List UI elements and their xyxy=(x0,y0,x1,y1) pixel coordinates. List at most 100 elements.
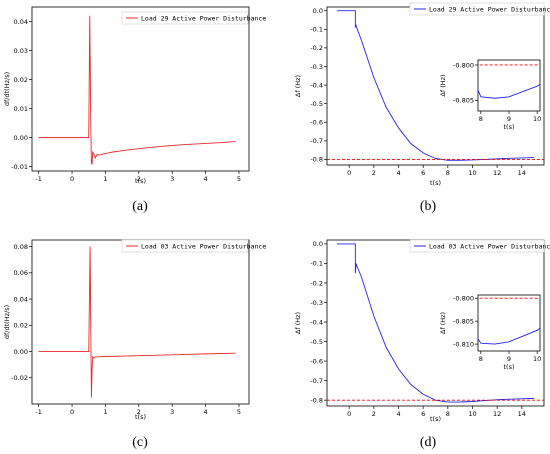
panel-0-frame xyxy=(31,6,250,172)
y-axis-label: df/dt(Hz/s) xyxy=(3,305,11,339)
panel-2-xtick-label: 2 xyxy=(137,408,141,416)
panel-3-ytick-label: 0.0 xyxy=(313,240,323,248)
panel-0-ytick-label: -0.01 xyxy=(11,163,28,171)
chart-panel-2: -1 0 1 2 3 4 5 0.08 0.06 0.04 0.02 0.00 -0.02 t(s) df/… xyxy=(3,239,266,450)
legend-label: Load 03 Active Power Disturbance xyxy=(429,242,550,250)
panel-1-ytick-label: -0.4 xyxy=(310,81,323,89)
panel-0-ytick-label: 0.04 xyxy=(14,18,28,26)
panel-0-xtick-label: 1 xyxy=(103,175,107,183)
inset-zoom: 8 9 10 -0.800 -0.805 -0.810 t(s) Δf (Hz) xyxy=(439,294,541,371)
panel-3-xtick-label: 10 xyxy=(468,410,476,418)
y-axis-label: Δf (Hz) xyxy=(294,312,302,334)
panel-1-ytick-label: -0.5 xyxy=(310,100,323,108)
panel-1-xtick-label: 10 xyxy=(468,169,476,177)
chart-panel-1: 0 2 4 6 8 10 12 14 0.0 -0.1 -0.2 -0.3 -0.4 -0.5 -0.6 -0… xyxy=(294,2,550,214)
inset-3-xtick-label: 8 xyxy=(479,355,483,363)
panel-1-xtick-label: 0 xyxy=(347,169,351,177)
panel-3-xtick-label: 0 xyxy=(347,410,351,418)
inset-1-xtick-label: 8 xyxy=(479,115,483,123)
panel-2-ytick-label: 0.08 xyxy=(14,243,28,251)
panel-1-ytick-label: -0.2 xyxy=(310,44,323,52)
panel-2-xtick-label: 5 xyxy=(237,408,241,416)
panel-3-xtick-label: 14 xyxy=(518,410,526,418)
panel-1-xtick-label: 2 xyxy=(372,169,376,177)
panel-0-ytick-label: 0.00 xyxy=(14,134,28,142)
inset-y-label: Δf (Hz) xyxy=(439,312,447,334)
legend-label: Load 03 Active Power Disturbance xyxy=(141,242,266,250)
panel-2-xtick-label: 3 xyxy=(170,408,174,416)
panel-caption: (a) xyxy=(132,199,148,214)
panel-1-ytick-label: -0.6 xyxy=(310,119,323,127)
panel-2-xtick-label: 0 xyxy=(70,408,74,416)
panel-caption: (b) xyxy=(420,199,437,214)
panel-1-xtick-label: 14 xyxy=(518,169,526,177)
panel-2-frame xyxy=(31,239,250,405)
inset-1-xtick-label: 10 xyxy=(533,115,541,123)
inset-3-frame xyxy=(477,294,541,352)
legend-box xyxy=(121,11,249,25)
panel-3-ytick-label: -0.1 xyxy=(310,260,323,268)
panel-3-xtick-label: 6 xyxy=(421,410,425,418)
inset-3-xtick-label: 10 xyxy=(533,355,541,363)
panel-2-ytick-label: 0.04 xyxy=(14,295,28,303)
panel-0-xtick-label: 4 xyxy=(204,175,208,183)
series-line-2-0 xyxy=(38,246,236,398)
panel-2-xtick-label: 1 xyxy=(103,408,107,416)
panel-2-ytick-label: 0.02 xyxy=(14,322,28,330)
panel-3-xtick-label: 12 xyxy=(493,410,501,418)
panel-3-ytick-label: -0.3 xyxy=(310,299,323,307)
panel-0-xtick-label: 0 xyxy=(70,175,74,183)
inset-x-label: t(s) xyxy=(503,363,514,371)
panel-3-ytick-label: -0.7 xyxy=(310,377,323,385)
panel-1-ytick-label: -0.3 xyxy=(310,63,323,71)
panel-0-xtick-label: -1 xyxy=(35,175,41,183)
legend-box xyxy=(409,2,545,16)
panel-3-ytick-label: -0.6 xyxy=(310,357,323,365)
panel-2-ytick-label: -0.02 xyxy=(11,374,28,382)
inset-x-label: t(s) xyxy=(503,123,514,131)
panel-0-xtick-label: 2 xyxy=(137,175,141,183)
inset-3-ytick-label: -0.800 xyxy=(453,295,474,303)
series-line-1-0 xyxy=(336,10,535,161)
inset-3-ytick-label: -0.805 xyxy=(453,317,474,325)
panel-0-ytick-label: 0.01 xyxy=(14,105,28,113)
inset-3-xtick-label: 9 xyxy=(507,355,511,363)
panel-3-ytick-label: -0.2 xyxy=(310,279,323,287)
panel-1-xtick-label: 6 xyxy=(421,169,425,177)
series-line-3-0 xyxy=(336,243,535,403)
chart-panel-3: 0 2 4 6 8 10 12 14 0.0 -0.1 -0.2 -0.3 -0.4 -0.5 -0.6 -0… xyxy=(294,239,550,450)
y-axis-label: Δf (Hz) xyxy=(294,75,302,97)
inset-1-ytick-label: -0.800 xyxy=(453,61,474,69)
panel-2-ytick-label: 0.06 xyxy=(14,269,28,277)
panel-1-ytick-label: 0.0 xyxy=(313,7,323,15)
panel-1-ytick-label: -0.8 xyxy=(310,156,323,164)
inset-zoom: 8 9 10 -0.800 -0.805 t(s) Δf (Hz) xyxy=(439,59,541,131)
panel-2-ytick-label: 0.00 xyxy=(14,348,28,356)
legend-box xyxy=(121,239,249,253)
legend-label: Load 29 Active Power Disturbance xyxy=(429,5,550,13)
legend: Load 29 Active Power Disturbance xyxy=(409,2,550,16)
x-axis-label: t(s) xyxy=(135,413,146,421)
panel-1-ytick-label: -0.7 xyxy=(310,137,323,145)
panel-3-ytick-label: -0.4 xyxy=(310,318,323,326)
panel-0-ytick-label: 0.02 xyxy=(14,76,28,84)
panel-0-ytick-label: 0.03 xyxy=(14,47,28,55)
inset-1-xtick-label: 9 xyxy=(507,115,511,123)
panel-2-xtick-label: -1 xyxy=(35,408,41,416)
panel-caption: (c) xyxy=(132,435,148,450)
panel-0-xtick-label: 3 xyxy=(170,175,174,183)
panel-1-xtick-label: 12 xyxy=(493,169,501,177)
panel-caption: (d) xyxy=(420,435,437,450)
inset-3-ytick-label: -0.810 xyxy=(453,340,474,348)
legend-label: Load 29 Active Power Disturbance xyxy=(141,14,266,22)
x-axis-label: t(s) xyxy=(135,177,146,185)
inset-1-ytick-label: -0.805 xyxy=(453,97,474,105)
panel-3-ytick-label: -0.5 xyxy=(310,338,323,346)
panel-3-xtick-label: 4 xyxy=(396,410,400,418)
y-axis-label: df/dt(Hz/s) xyxy=(3,72,11,106)
panel-3-xtick-label: 2 xyxy=(372,410,376,418)
panel-3-xtick-label: 8 xyxy=(446,410,450,418)
x-axis-label: t(s) xyxy=(430,415,441,423)
inset-1-frame xyxy=(477,59,541,112)
